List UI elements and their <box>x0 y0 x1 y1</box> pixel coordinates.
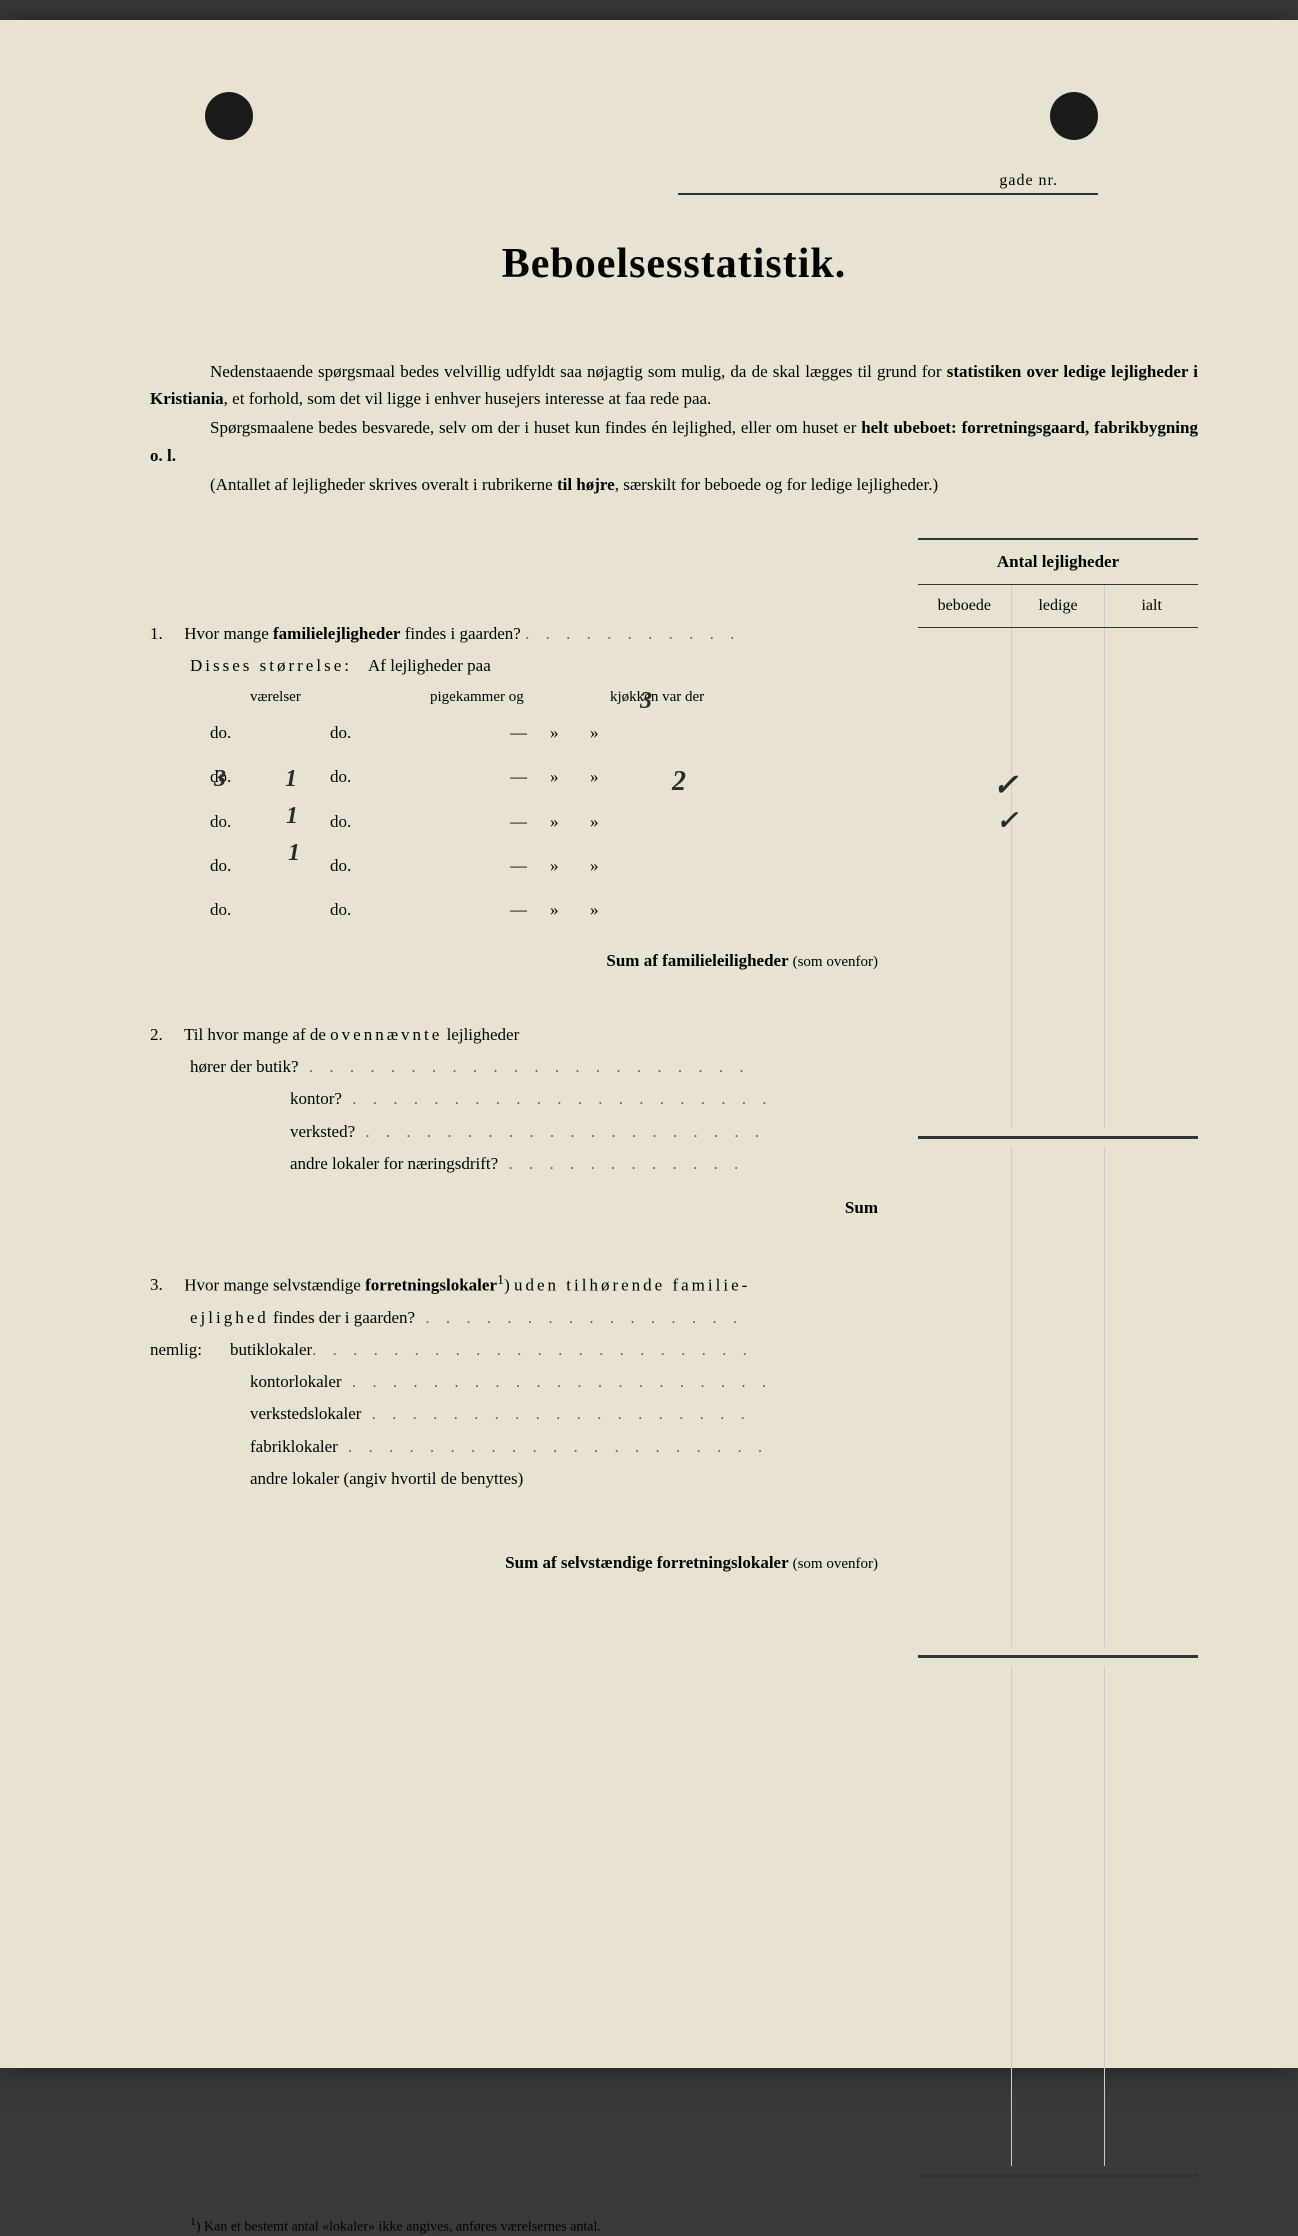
col-ialt: ialt <box>1104 585 1198 627</box>
col-beboede: beboede <box>918 585 1011 627</box>
gade-nr-field: gade nr. <box>678 172 1098 195</box>
col-ledige: ledige <box>1011 585 1105 627</box>
q1-column-headers: værelser pigekammer og kjøkken var der <box>150 683 898 712</box>
intro-p3: (Antallet af lejligheder skrives overalt… <box>150 471 1198 498</box>
question-2: 2. Til hvor mange af de ovennævnte lejli… <box>150 1019 898 1237</box>
page-title: Beboelsesstatistik. <box>150 240 1198 288</box>
q1-row-3: do. do. — » » <box>150 800 898 844</box>
handwritten-q1-answer: 3 <box>640 688 652 715</box>
table-header-main: Antal lejligheder <box>918 540 1198 585</box>
punch-hole-left <box>205 92 253 140</box>
q1-row-5: do. do. — » » <box>150 888 898 932</box>
footnote: 1) Kan et bestemt antal «lokaler» ikke a… <box>150 2215 1198 2236</box>
handwritten-row1-d: 1 <box>285 766 297 793</box>
handwritten-row3-d: 1 <box>288 840 300 867</box>
table-divider-1 <box>918 1136 1198 1139</box>
document-page: gade nr. Beboelsesstatistik. Nedenstaaen… <box>0 20 1298 2068</box>
q1-row-4: do. do. — » » <box>150 844 898 888</box>
question-3: 3. Hvor mange selvstændige forretningslo… <box>150 1267 898 1592</box>
handwritten-row2-d: 1 <box>286 803 298 830</box>
gade-label: gade nr. <box>999 172 1058 189</box>
table-header: Antal lejligheder beboede ledige ialt <box>918 538 1198 628</box>
intro-p2: Spørgsmaalene bedes besvarede, selv om d… <box>150 414 1198 468</box>
questions-column: 1. Hvor mange familielejligheder findes … <box>150 538 918 2185</box>
table-divider-3 <box>918 2174 1198 2177</box>
table-section-3 <box>918 1666 1198 2166</box>
table-section-2 <box>918 1147 1198 1647</box>
q1-sum: Sum af familieleiligheder (som ovenfor) <box>150 933 898 989</box>
punch-hole-right <box>1050 92 1098 140</box>
q3-sum: Sum af selvstændige forretningslokaler (… <box>150 1535 898 1591</box>
table-divider-2 <box>918 1655 1198 1658</box>
intro-text: Nedenstaaende spørgsmaal bedes velvillig… <box>150 358 1198 498</box>
question-1: 1. Hvor mange familielejligheder findes … <box>150 618 898 989</box>
q1-row-2: do. do. — » » <box>150 755 898 799</box>
handwritten-row1-k: 2 <box>672 766 686 798</box>
q2-sum: Sum <box>150 1180 898 1236</box>
handwritten-row1-v: 3 <box>214 766 226 793</box>
table-section-1 <box>918 628 1198 1128</box>
handwritten-check-1: ✓ <box>993 768 1018 803</box>
q1-row-1: do. do. — » » <box>150 711 898 755</box>
table-column: Antal lejligheder beboede ledige ialt <box>918 538 1198 2185</box>
intro-p1: Nedenstaaende spørgsmaal bedes velvillig… <box>150 358 1198 412</box>
handwritten-check-2: ✓ <box>996 806 1018 836</box>
